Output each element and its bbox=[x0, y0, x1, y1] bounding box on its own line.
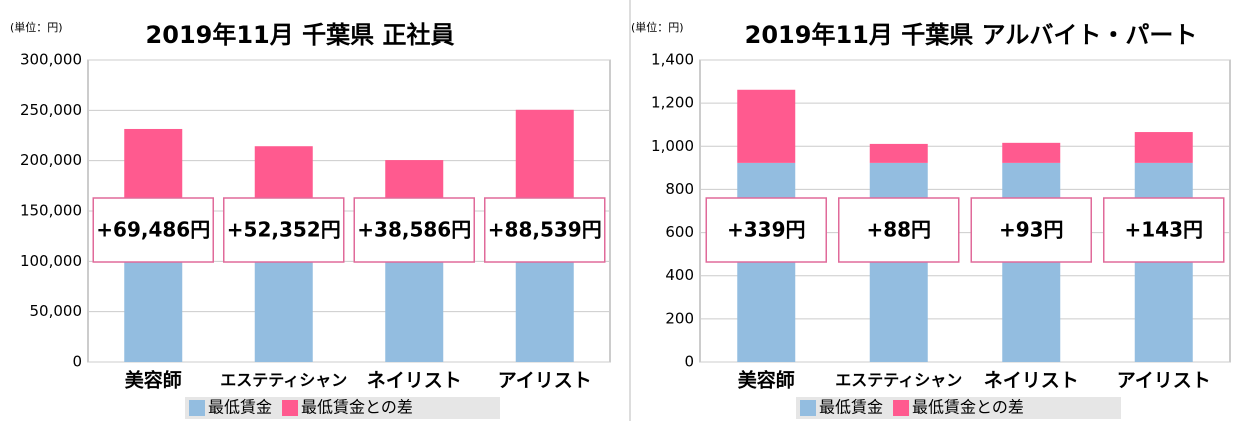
x-tick-label: アイリスト bbox=[1117, 370, 1211, 392]
y-tick-label: 1,000 bbox=[651, 137, 694, 155]
legend-label: 最低賃金との差 bbox=[912, 398, 1024, 417]
x-tick-label: ネイリスト bbox=[984, 370, 1079, 392]
label-box bbox=[970, 197, 1092, 263]
unit-label: (単位：円) bbox=[631, 20, 684, 34]
bar-segment bbox=[515, 109, 574, 199]
chart-title: 2019年11月 千葉県 正社員 bbox=[146, 21, 455, 49]
label-box bbox=[92, 197, 214, 263]
label-box bbox=[838, 197, 960, 263]
x-tick-label: アイリスト bbox=[498, 370, 592, 392]
y-tick-label: 200 bbox=[665, 309, 694, 327]
bar-segment bbox=[1002, 142, 1061, 163]
legend-swatch bbox=[800, 400, 816, 416]
bar-segment bbox=[385, 160, 444, 199]
data-label: +69,486円 bbox=[96, 218, 210, 242]
legend-label: 最低賃金 bbox=[819, 398, 883, 417]
y-tick-label: 300,000 bbox=[20, 51, 82, 69]
y-tick-label: 1,200 bbox=[651, 94, 694, 112]
x-tick-label: 美容師 bbox=[125, 369, 182, 392]
data-label: +339円 bbox=[727, 218, 806, 242]
chart-title: 2019年11月 千葉県 アルバイト・パート bbox=[745, 21, 1198, 49]
data-label: +88,539円 bbox=[488, 218, 602, 242]
y-tick-label: 800 bbox=[665, 180, 694, 198]
data-label: +52,352円 bbox=[227, 218, 341, 242]
legend-label: 最低賃金との差 bbox=[301, 398, 413, 417]
bar-segment bbox=[254, 146, 313, 199]
y-tick-label: 0 bbox=[72, 353, 82, 371]
x-tick-label: エステティシャン bbox=[835, 371, 962, 390]
legend-swatch bbox=[893, 400, 910, 416]
data-label: +93円 bbox=[999, 218, 1064, 242]
label-box bbox=[353, 197, 475, 263]
y-tick-label: 150,000 bbox=[20, 202, 82, 220]
bar-segment bbox=[737, 89, 796, 163]
y-tick-label: 1,400 bbox=[651, 51, 694, 69]
unit-label: (単位：円) bbox=[10, 20, 63, 34]
data-label: +88円 bbox=[866, 218, 931, 242]
y-tick-label: 100,000 bbox=[20, 252, 82, 270]
label-box bbox=[223, 197, 345, 263]
bar-segment bbox=[869, 143, 928, 163]
x-tick-label: ネイリスト bbox=[367, 370, 462, 392]
x-tick-label: 美容師 bbox=[738, 369, 795, 392]
label-box bbox=[484, 197, 606, 263]
legend-bg bbox=[796, 397, 1121, 419]
y-tick-label: 400 bbox=[665, 266, 694, 284]
data-label: +143円 bbox=[1124, 218, 1203, 242]
label-box bbox=[705, 197, 827, 263]
x-tick-label: エステティシャン bbox=[220, 371, 347, 390]
bar-segment bbox=[1134, 132, 1193, 163]
legend-bg bbox=[185, 397, 500, 419]
y-tick-label: 250,000 bbox=[20, 101, 82, 119]
data-label: +38,586円 bbox=[357, 218, 471, 242]
y-tick-label: 50,000 bbox=[30, 302, 83, 320]
legend-swatch bbox=[282, 400, 299, 416]
legend-label: 最低賃金 bbox=[208, 398, 272, 417]
y-tick-label: 0 bbox=[684, 353, 694, 371]
legend-swatch bbox=[189, 400, 205, 416]
y-tick-label: 200,000 bbox=[20, 151, 82, 169]
label-box bbox=[1103, 197, 1225, 263]
bar-segment bbox=[124, 128, 183, 199]
y-tick-label: 600 bbox=[665, 223, 694, 241]
